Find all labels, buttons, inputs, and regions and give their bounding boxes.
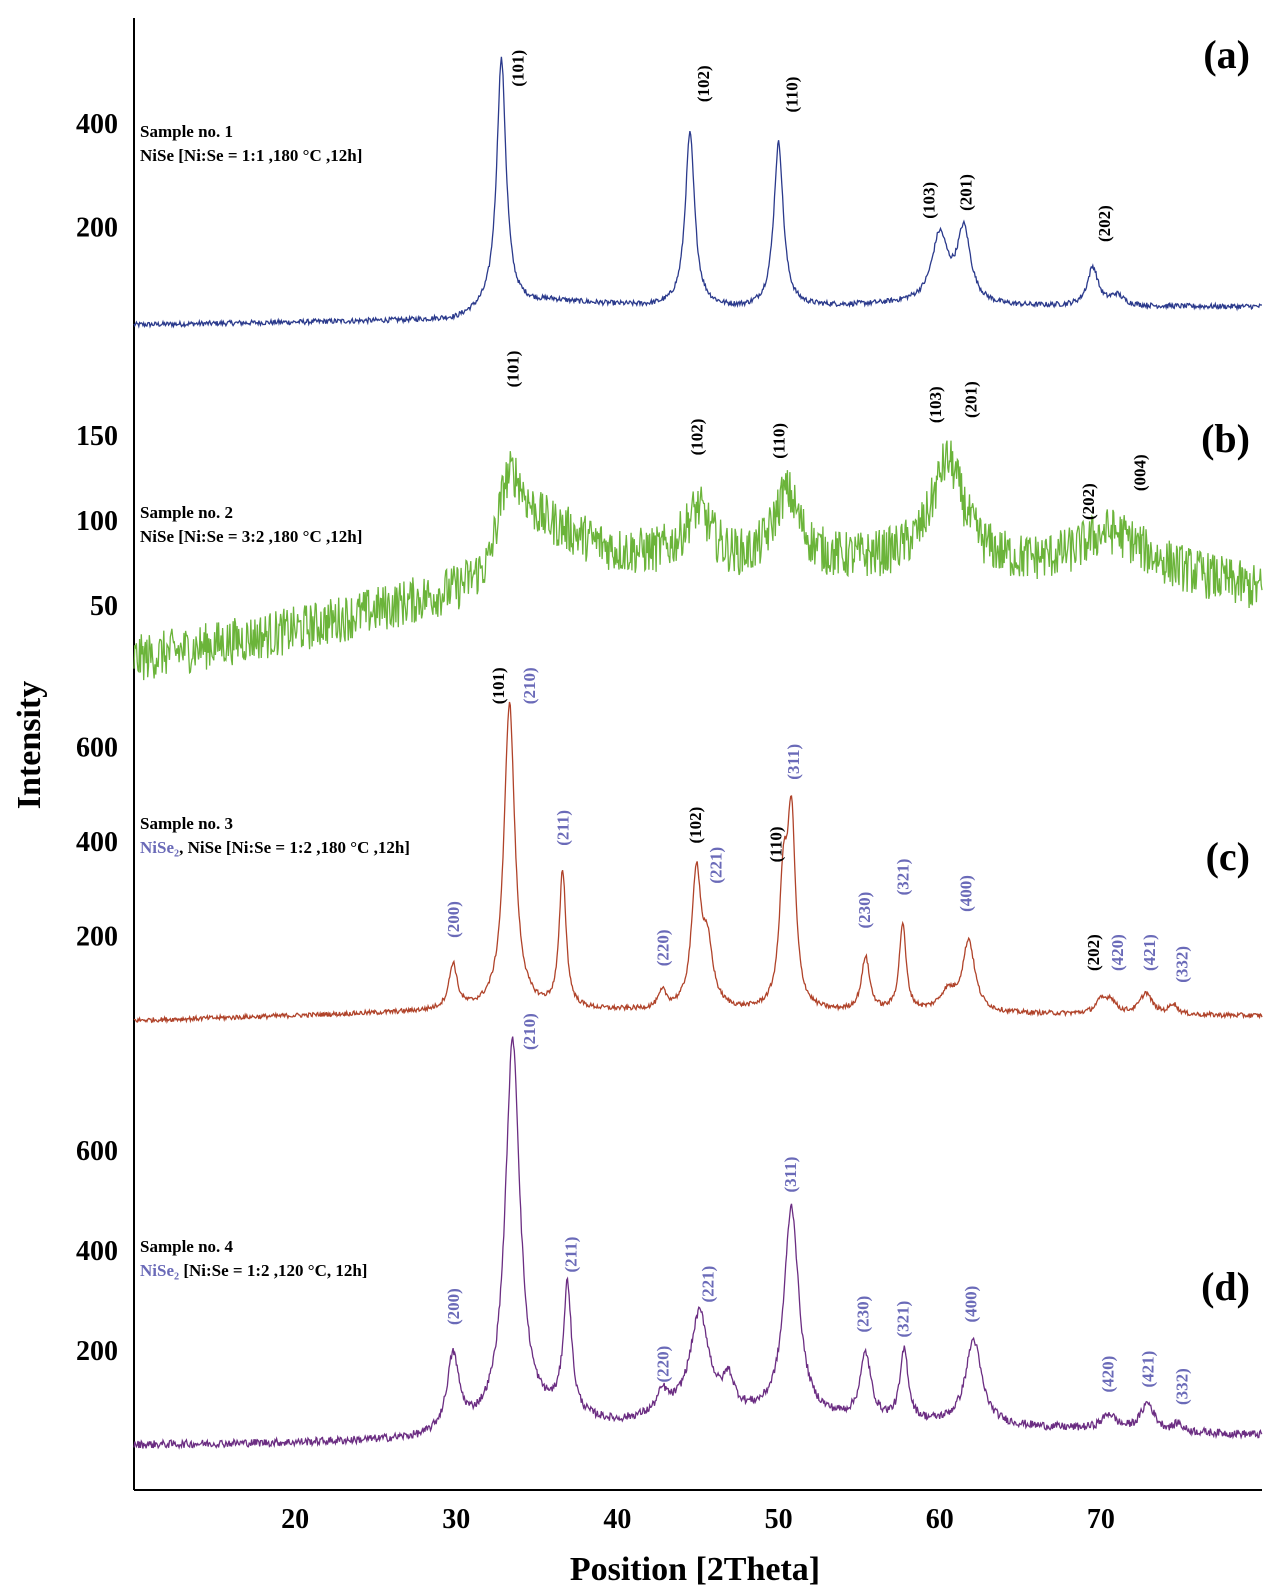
y-tick-label-d-400: 400 — [76, 1236, 118, 1267]
sample-caption-segment: NiSe [Ni:Se = 3:2 ,180 °C ,12h] — [140, 527, 362, 546]
peak-label-c-311: (311) — [784, 744, 803, 780]
peak-label-b-110: (110) — [770, 423, 789, 459]
sample-caption-d-line-2: NiSe₂ [Ni:Se = 1:2 ,120 °C, 12h] — [140, 1261, 367, 1280]
peak-label-c-110: (110) — [766, 827, 785, 863]
curves — [133, 56, 1263, 1450]
peak-label-d-421: (421) — [1139, 1351, 1158, 1388]
y-tick-label-b-100: 100 — [76, 506, 118, 537]
peak-label-a-110: (110) — [783, 77, 802, 113]
sample-caption-a-line-2: NiSe [Ni:Se = 1:1 ,180 °C ,12h] — [140, 146, 362, 165]
sample-caption-segment: NiSe [Ni:Se = 1:1 ,180 °C ,12h] — [140, 146, 362, 165]
sample-caption-d-line-1: Sample no. 4 — [140, 1237, 234, 1256]
panel-label-d: (d) — [1201, 1264, 1250, 1309]
series-line-c — [133, 701, 1263, 1025]
x-tick-label-70: 70 — [1087, 1504, 1115, 1535]
x-tick-label-50: 50 — [765, 1504, 793, 1535]
peak-label-d-321: (321) — [894, 1301, 913, 1338]
sample-caption-segment: Sample no. 2 — [140, 503, 233, 522]
peak-label-c-221: (221) — [707, 847, 726, 884]
sample-caption-segment: NiSe₂ — [140, 838, 179, 857]
peak-label-c-420: (420) — [1108, 934, 1127, 971]
peak-label-b-102: (102) — [687, 419, 706, 456]
plot-frame — [133, 18, 1262, 1491]
y-tick-label-a-400: 400 — [76, 109, 118, 140]
peak-label-a-101: (101) — [509, 50, 528, 87]
series-line-d — [133, 1036, 1263, 1450]
y-tick-label-c-400: 400 — [76, 827, 118, 858]
panel-label-c: (c) — [1206, 834, 1250, 879]
y-tick-label-c-600: 600 — [76, 733, 118, 764]
peak-label-c-400: (400) — [957, 875, 976, 912]
sample-caption-segment: Sample no. 3 — [140, 814, 233, 833]
peak-label-d-210: (210) — [520, 1013, 539, 1050]
peak-label-b-101: (101) — [504, 351, 523, 388]
peak-label-c-200: (200) — [444, 901, 463, 938]
sample-caption-segment: Sample no. 4 — [140, 1237, 234, 1256]
peak-label-c-421: (421) — [1140, 934, 1159, 971]
sample-caption-c-line-1: Sample no. 3 — [140, 814, 233, 833]
sample-caption-a-line-1: Sample no. 1 — [140, 122, 233, 141]
y-tick-label-b-50: 50 — [90, 591, 118, 622]
sample-caption-segment: , NiSe [Ni:Se = 1:2 ,180 °C ,12h] — [179, 838, 410, 857]
panel-label-a: (a) — [1203, 32, 1250, 77]
x-ticks: 20 30 40 50 60 70 — [281, 1504, 1115, 1535]
peak-label-d-400: (400) — [961, 1286, 980, 1323]
peak-label-d-420: (420) — [1098, 1356, 1117, 1393]
peak-label-c-210: (210) — [520, 667, 539, 704]
y-ticks: 200 400 50 100 150 200 400 600 200 400 600 — [76, 109, 118, 1367]
peak-label-c-102: (102) — [686, 807, 705, 844]
peak-label-d-200: (200) — [444, 1288, 463, 1325]
x-tick-label-40: 40 — [603, 1504, 631, 1535]
panel-label-b: (b) — [1201, 416, 1250, 461]
peak-label-c-101: (101) — [489, 667, 508, 704]
peak-label-c-230: (230) — [855, 892, 874, 929]
peak-label-a-103: (103) — [919, 182, 938, 219]
annotations: (a) Sample no. 1 NiSe [Ni:Se = 1:1 ,180 °C… — [140, 32, 1250, 1309]
peak-label-c-202: (202) — [1084, 934, 1103, 971]
peak-labels: (101) (102) (110) (103) (201) (202) (101) (102)… — [444, 50, 1191, 1405]
y-tick-label-d-200: 200 — [76, 1336, 118, 1367]
peak-label-d-221: (221) — [699, 1266, 718, 1303]
peak-label-d-311: (311) — [781, 1157, 800, 1193]
peak-label-c-220: (220) — [654, 929, 673, 966]
peak-label-c-321: (321) — [894, 859, 913, 896]
peak-label-d-332: (332) — [1172, 1368, 1191, 1405]
series-line-b — [133, 440, 1263, 681]
peak-label-d-211: (211) — [562, 1237, 581, 1273]
peak-label-b-201: (201) — [961, 381, 980, 418]
peak-label-a-201: (201) — [957, 174, 976, 211]
series-line-a — [133, 56, 1262, 329]
y-tick-label-a-200: 200 — [76, 212, 118, 243]
x-tick-label-30: 30 — [442, 1504, 470, 1535]
sample-caption-b-line-1: Sample no. 2 — [140, 503, 233, 522]
peak-label-c-211: (211) — [554, 810, 573, 846]
x-tick-label-20: 20 — [281, 1504, 309, 1535]
sample-caption-segment: NiSe₂ — [140, 1261, 179, 1280]
sample-caption-c-line-2: NiSe₂, NiSe [Ni:Se = 1:2 ,180 °C ,12h] — [140, 838, 410, 857]
y-tick-label-d-600: 600 — [76, 1136, 118, 1167]
peak-label-b-103: (103) — [926, 386, 945, 423]
sample-caption-segment: Sample no. 1 — [140, 122, 233, 141]
y-tick-label-c-200: 200 — [76, 922, 118, 953]
x-tick-label-60: 60 — [926, 1504, 954, 1535]
y-axis-title: Intensity — [11, 681, 48, 809]
peak-label-d-230: (230) — [853, 1296, 872, 1333]
sample-caption-segment: [Ni:Se = 1:2 ,120 °C, 12h] — [179, 1261, 367, 1280]
x-axis-title: Position [2Theta] — [570, 1551, 820, 1588]
peak-label-b-004: (004) — [1131, 454, 1150, 491]
peak-label-a-102: (102) — [694, 65, 713, 102]
peak-label-d-220: (220) — [654, 1346, 673, 1383]
peak-label-a-202: (202) — [1095, 205, 1114, 242]
peak-label-b-202: (202) — [1079, 483, 1098, 520]
sample-caption-b-line-2: NiSe [Ni:Se = 3:2 ,180 °C ,12h] — [140, 527, 362, 546]
y-tick-label-b-150: 150 — [76, 421, 118, 452]
peak-label-c-332: (332) — [1172, 946, 1191, 983]
